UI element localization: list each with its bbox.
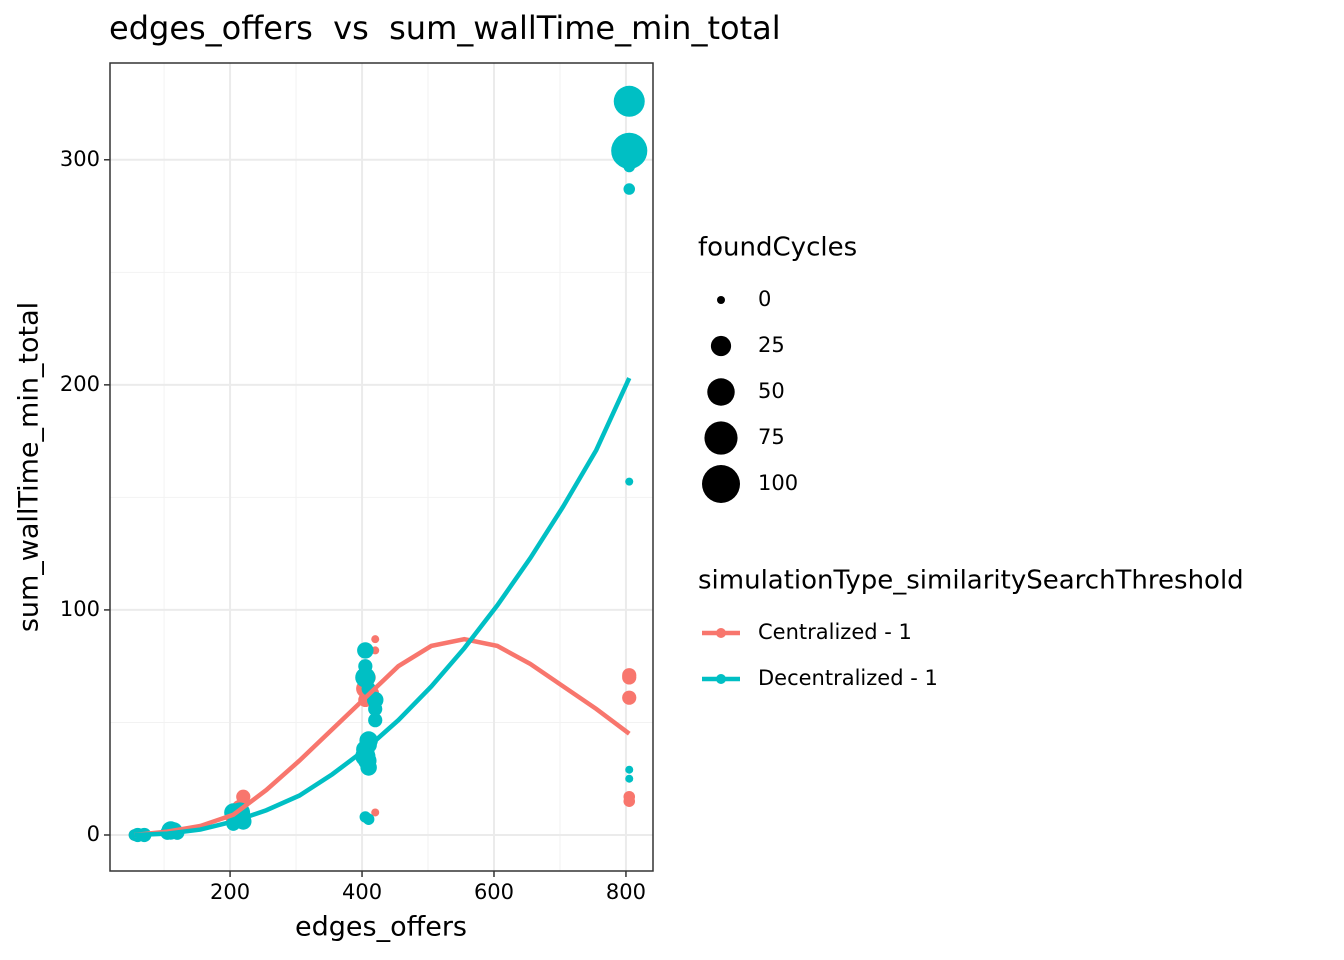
panel-border <box>109 62 654 872</box>
point <box>625 774 634 783</box>
size-legend-key <box>707 378 735 406</box>
legend-label: Centralized - 1 <box>758 620 912 644</box>
point <box>368 701 383 717</box>
y-tick-label: 300 <box>60 147 100 171</box>
size-legend-key <box>717 296 725 304</box>
size-legend-key <box>710 335 732 357</box>
point <box>625 477 634 486</box>
y-tick-label: 0 <box>87 822 100 846</box>
size-legend-label: 25 <box>758 333 785 357</box>
legend-dot <box>716 628 726 638</box>
y-tick-label: 100 <box>60 597 100 621</box>
point <box>623 183 636 195</box>
x-tick-label: 600 <box>474 880 514 904</box>
point <box>623 160 636 173</box>
y-tick-label: 200 <box>60 372 100 396</box>
point <box>368 713 383 728</box>
point <box>357 642 374 659</box>
x-tick-label: 200 <box>210 880 250 904</box>
x-axis-label: edges_offers <box>295 912 467 943</box>
point <box>371 635 380 644</box>
point <box>625 765 634 774</box>
point <box>623 795 636 807</box>
point <box>613 85 645 117</box>
legend-label: Decentralized - 1 <box>758 666 938 690</box>
size-legend-key <box>702 465 740 503</box>
chart-title: edges_offers vs sum_wallTime_min_total <box>109 9 781 47</box>
x-tick-label: 800 <box>606 880 646 904</box>
x-tick-label: 400 <box>342 880 382 904</box>
y-axis-label: sum_wallTime_min_total <box>14 302 45 632</box>
size-legend-label: 75 <box>758 425 785 449</box>
point <box>622 668 637 683</box>
size-legend-label: 100 <box>758 471 798 495</box>
point <box>371 808 380 817</box>
size-legend-key <box>704 421 738 455</box>
point <box>622 690 637 705</box>
trend-line <box>134 636 631 838</box>
color-legend-title: simulationType_similaritySearchThreshold <box>698 566 1244 596</box>
trend-line <box>134 377 632 838</box>
point <box>358 751 377 770</box>
size-legend-label: 50 <box>758 379 785 403</box>
point <box>362 813 375 826</box>
size-legend-label: 0 <box>758 287 771 311</box>
legend-dot <box>716 674 726 684</box>
size-legend-title: foundCycles <box>698 233 857 263</box>
